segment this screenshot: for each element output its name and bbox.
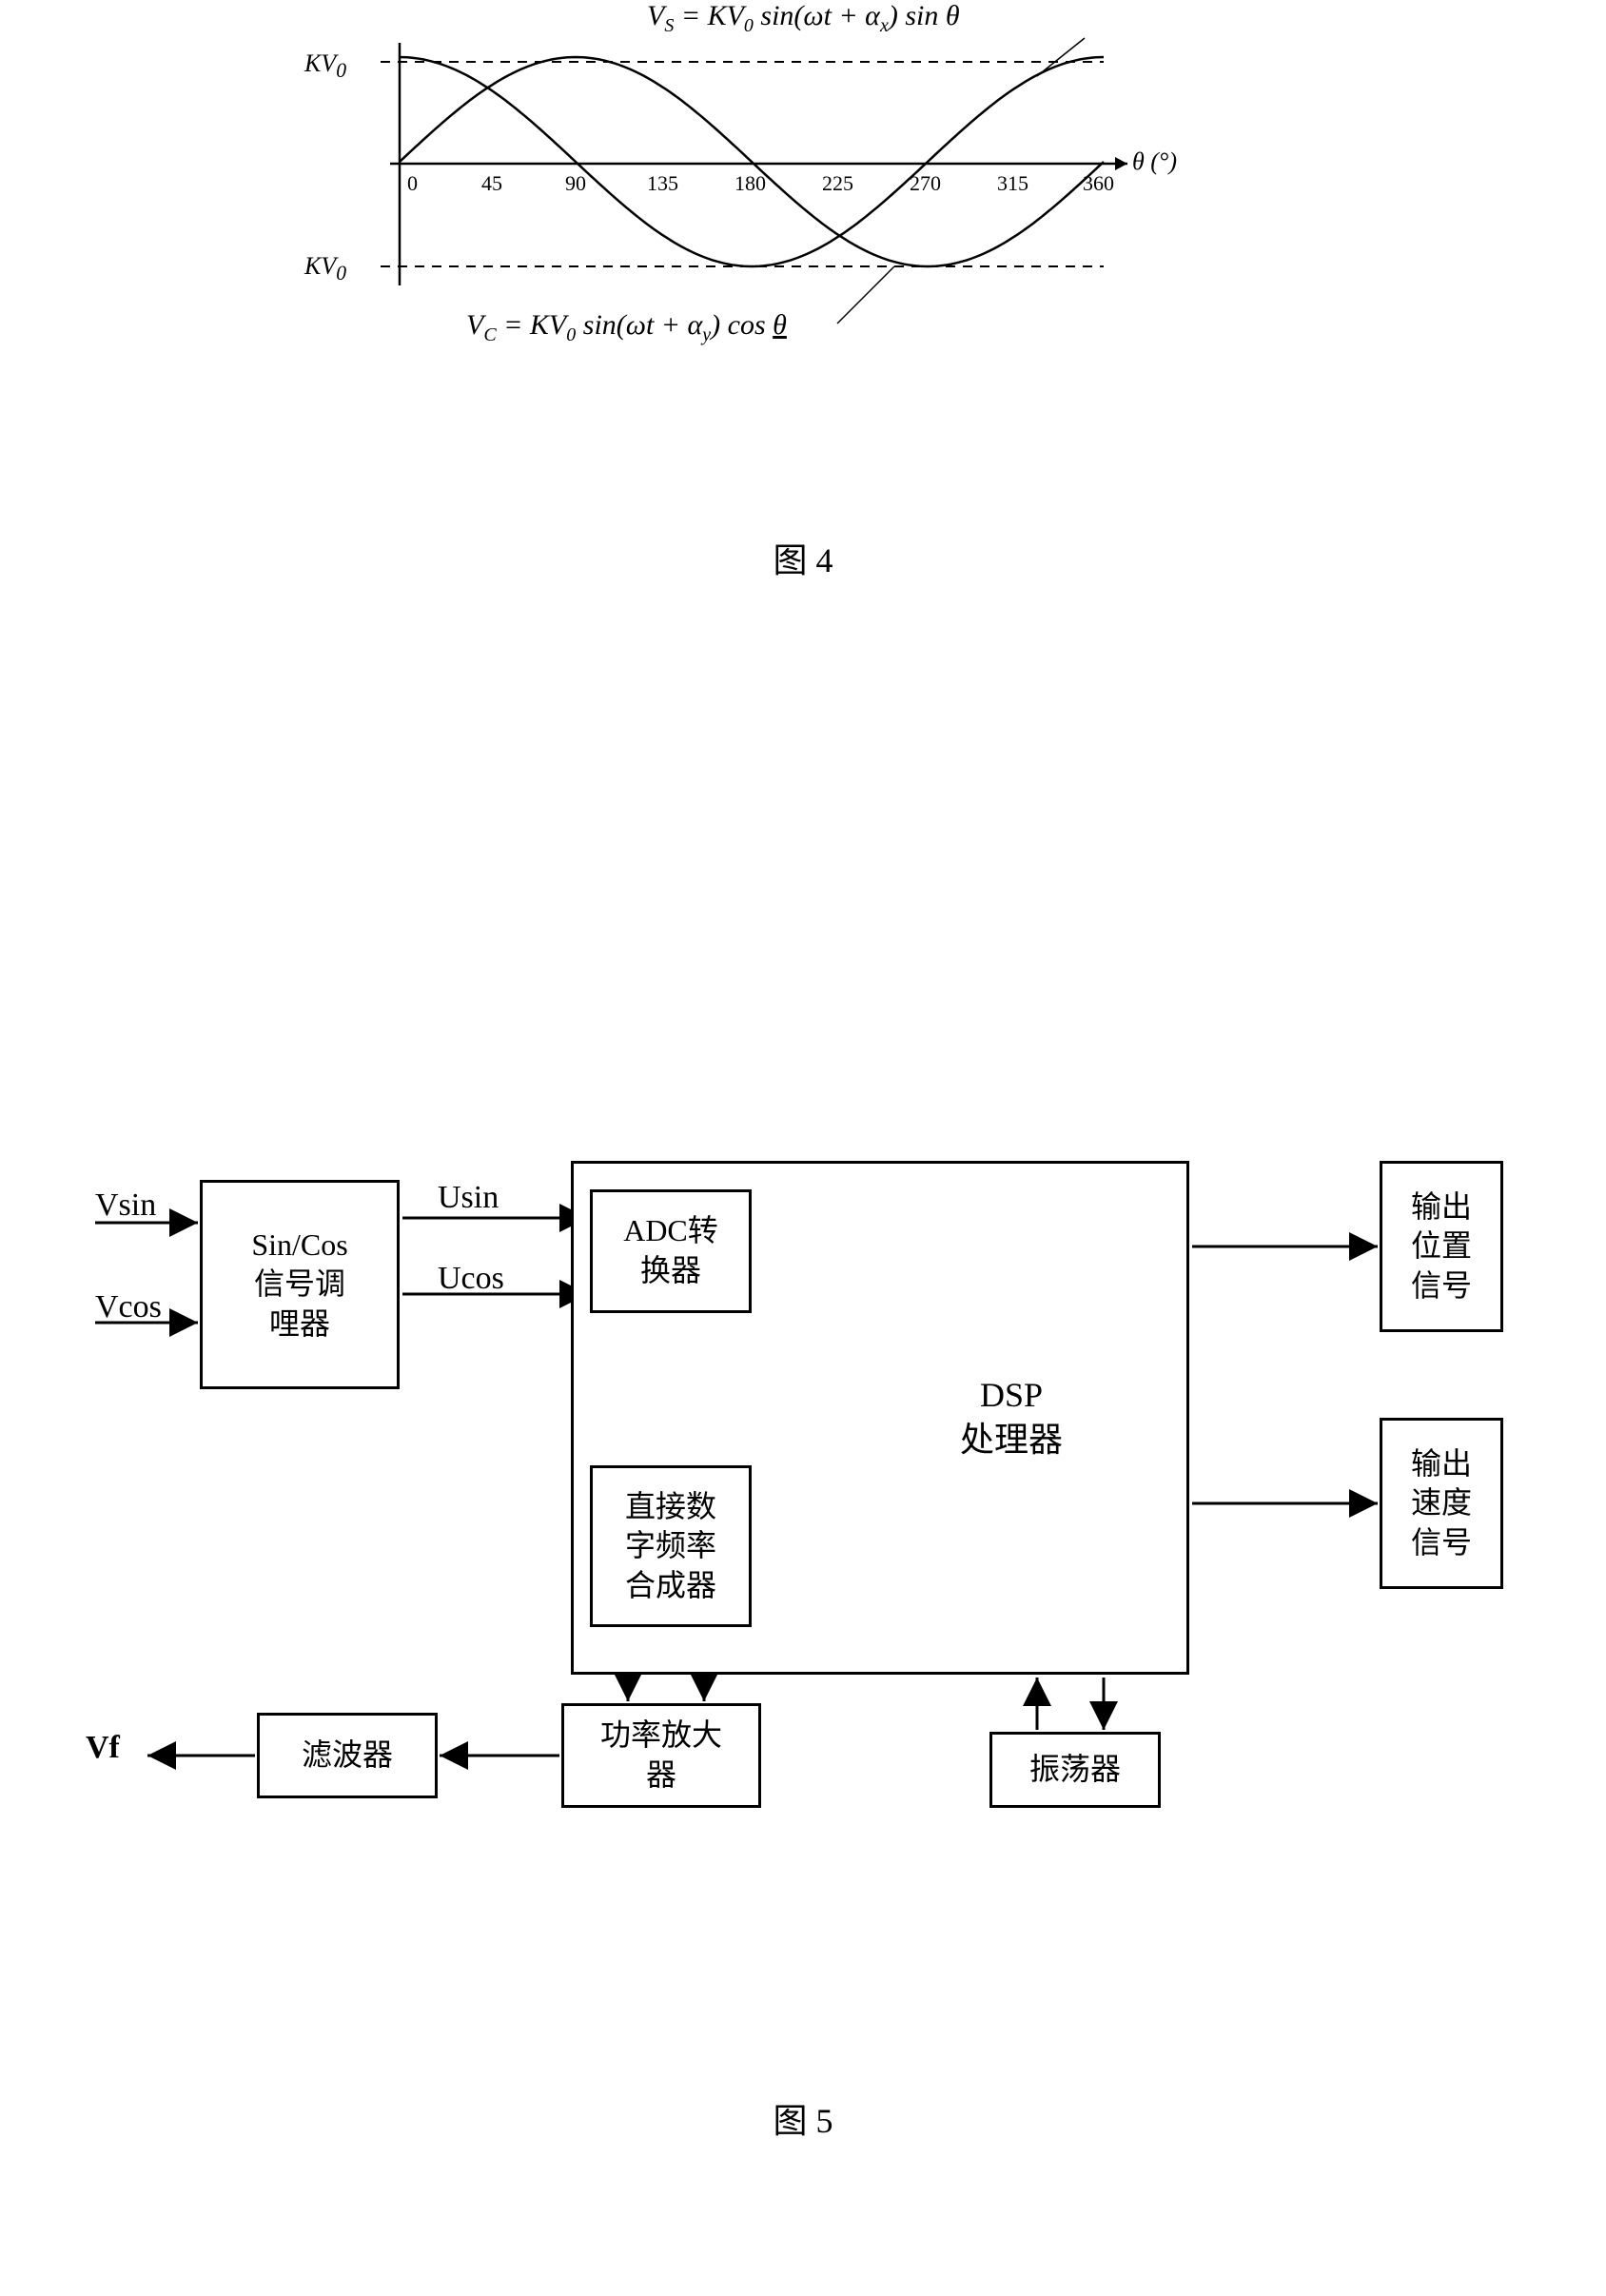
tick-135: 135 (647, 171, 678, 196)
pa-block: 功率放大 器 (561, 1703, 761, 1808)
formula-vc: VC = KV0 sin(ωt + αy) cos θ (466, 309, 787, 346)
sincos-block: Sin/Cos 信号调 哩器 (200, 1180, 400, 1389)
figure4-caption: 图 4 (773, 533, 832, 582)
tick-270: 270 (910, 171, 941, 196)
filter-block: 滤波器 (257, 1713, 438, 1798)
figure4-chart: VS = KV0 sin(ωt + αx) sin θ KV0 KV0 (171, 0, 1313, 428)
tick-180: 180 (734, 171, 766, 196)
out-pos-block: 输出 位置 信号 (1380, 1161, 1503, 1332)
tick-90: 90 (565, 171, 586, 196)
dds-block: 直接数 字频率 合成器 (590, 1465, 752, 1627)
tick-0: 0 (407, 171, 418, 196)
adc-block: ADC转 换器 (590, 1189, 752, 1313)
osc-block: 振荡器 (989, 1732, 1161, 1808)
out-vel-block: 输出 速度 信号 (1380, 1418, 1503, 1589)
figure5-caption: 图 5 (773, 2093, 832, 2143)
figure5-diagram: Vsin Vcos Usin Ucos Vf Sin/Cos 信号调 哩器 DS… (76, 1047, 1560, 1855)
theta-axis-label: θ (°) (1132, 147, 1177, 176)
tick-360: 360 (1083, 171, 1114, 196)
tick-45: 45 (481, 171, 502, 196)
tick-225: 225 (822, 171, 853, 196)
tick-315: 315 (997, 171, 1028, 196)
